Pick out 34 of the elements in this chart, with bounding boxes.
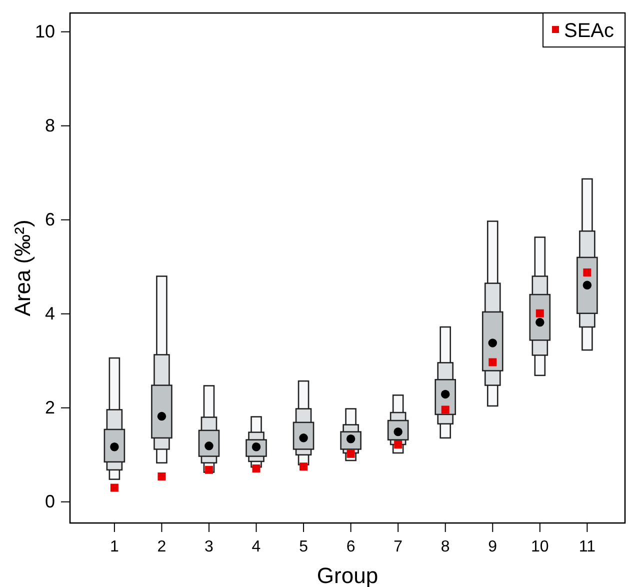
x-tick-label: 3 xyxy=(204,538,214,556)
x-tick-label: 5 xyxy=(299,538,308,556)
x-tick-label: 6 xyxy=(346,538,356,556)
point xyxy=(488,358,497,366)
y-tick-label: 2 xyxy=(44,398,55,418)
point xyxy=(204,466,213,474)
point xyxy=(441,406,450,414)
point xyxy=(158,472,166,480)
point xyxy=(394,440,402,448)
x-tick-label: 11 xyxy=(578,538,596,556)
legend-label: SEAc xyxy=(564,20,614,42)
y-axis-title: Area (‰²) xyxy=(10,220,35,316)
x-tick-label: 8 xyxy=(440,538,450,556)
point xyxy=(252,464,260,472)
point xyxy=(536,318,544,327)
x-tick-label: 7 xyxy=(394,538,403,556)
point xyxy=(110,484,118,492)
point xyxy=(488,338,497,348)
y-tick-label: 6 xyxy=(44,210,55,230)
point xyxy=(583,268,592,276)
point xyxy=(536,309,544,318)
y-tick-label: 4 xyxy=(44,304,55,324)
x-tick-label: 4 xyxy=(252,538,261,556)
point xyxy=(346,450,355,458)
point xyxy=(582,280,592,290)
y-tick-label: 0 xyxy=(44,492,55,512)
y-tick-label: 10 xyxy=(34,22,55,42)
x-tick-label: 1 xyxy=(110,538,119,556)
point xyxy=(300,462,308,471)
x-tick-label: 10 xyxy=(531,538,549,556)
x-tick-label: 2 xyxy=(157,538,166,556)
y-tick-label: 8 xyxy=(44,116,55,136)
point xyxy=(157,412,166,421)
x-tick-label: 9 xyxy=(488,538,498,556)
